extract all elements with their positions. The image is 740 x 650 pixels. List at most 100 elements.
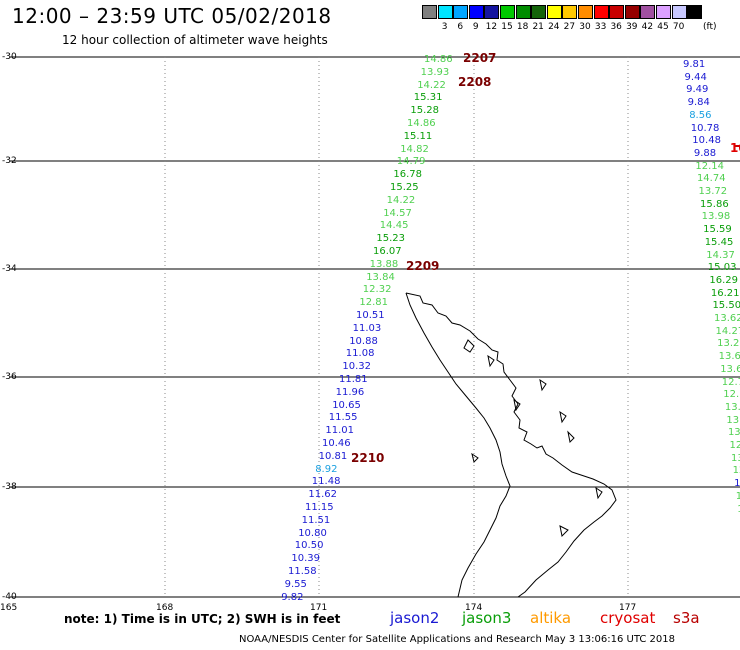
- map-title: 12:00 – 23:59 UTC 05/02/2018: [12, 4, 332, 28]
- wave-height-value: 11.15: [305, 502, 334, 513]
- wave-height-value: 10.65: [332, 399, 361, 411]
- wave-height-value: 12.: [737, 504, 740, 515]
- wave-height-value: 11.96: [335, 386, 365, 398]
- legend-swatch: [593, 5, 609, 19]
- wave-height-value: 13: [731, 452, 740, 464]
- legend-swatch: [453, 5, 469, 19]
- legend-swatch: [468, 5, 484, 19]
- wave-height-value: 14.79: [396, 156, 426, 168]
- lon-label: 168: [156, 603, 174, 613]
- satellite-name: jason2: [390, 609, 440, 627]
- wave-height-value: 11.81: [339, 374, 368, 385]
- legend-label: 39: [626, 22, 638, 32]
- lat-label: -36: [2, 372, 17, 382]
- wave-height-value: 13.: [727, 427, 740, 439]
- wave-height-value: 9.82: [281, 591, 304, 603]
- legend-label: 15: [501, 22, 513, 32]
- wave-height-value: 10.48: [692, 135, 721, 147]
- legend-label: 6: [457, 22, 464, 32]
- wave-height-value: 11.01: [325, 425, 355, 437]
- wave-height-value: 15.31: [413, 92, 443, 104]
- footer-note: note: 1) Time is in UTC; 2) SWH is in fe…: [64, 612, 341, 626]
- wave-height-value: 9.44: [684, 71, 707, 83]
- legend-swatch: [656, 5, 671, 19]
- legend-swatch: [640, 5, 656, 19]
- legend-swatch: [437, 5, 453, 19]
- legend-label: 45: [657, 22, 669, 32]
- legend-label: 33: [594, 22, 607, 32]
- wave-height-value: 10.80: [298, 527, 327, 539]
- wave-height-value: 11.55: [328, 412, 358, 424]
- legend-swatch: [484, 5, 500, 19]
- legend-swatch: [687, 5, 703, 19]
- wave-height-value: 12.32: [362, 284, 392, 296]
- wave-height-value: 13.84: [366, 271, 395, 283]
- wave-height-value: 14.86: [424, 54, 453, 65]
- wave-height-value: 16.21: [710, 287, 740, 299]
- wave-height-value: 13.62: [714, 313, 740, 324]
- wave-height-value: 12.: [732, 465, 740, 477]
- wave-height-value: 14.37: [706, 249, 735, 261]
- wave-height-value: 15.03: [707, 262, 737, 274]
- wave-height-value: 9.81: [683, 59, 706, 70]
- legend-label: 12: [485, 22, 498, 32]
- wave-height-value: 9.55: [284, 578, 307, 590]
- legend-swatch: [546, 5, 562, 19]
- wave-height-value: 11.62: [308, 489, 338, 501]
- pass-time-label: 2208: [458, 75, 492, 89]
- legend-unit: (ft): [703, 22, 717, 32]
- legend-swatch: [562, 5, 578, 19]
- wave-height-value: 10.88: [349, 335, 378, 347]
- wave-height-value: 15.50: [712, 300, 740, 312]
- wave-height-value: 15.23: [376, 233, 406, 245]
- wave-height-value: 10.46: [322, 438, 351, 449]
- wave-height-value: 13.66: [720, 363, 740, 375]
- wave-height-value: 14.22: [417, 79, 446, 91]
- wave-height-value: 15.86: [700, 198, 729, 210]
- lon-gridlines: [164, 57, 629, 597]
- wave-height-value: 12.14: [695, 160, 725, 172]
- wave-height-value: 10.50: [294, 540, 324, 552]
- wave-height-value: 11.51: [301, 514, 331, 526]
- wave-height-value: 14.82: [400, 143, 429, 155]
- wave-height-value: 8.56: [689, 109, 712, 121]
- lat-label: -32: [2, 156, 17, 166]
- lat-label: -38: [2, 482, 17, 492]
- wave-height-value: 12.: [729, 440, 740, 451]
- lon-label: 174: [465, 603, 483, 613]
- wave-height-value: 15.59: [703, 224, 732, 236]
- legend-label: 70: [672, 22, 685, 32]
- wave-height-value: 13.27: [717, 338, 740, 350]
- wave-height-value: 10.81: [318, 450, 348, 462]
- wave-height-value: 16.07: [373, 246, 402, 257]
- wave-height-value: 10.32: [342, 361, 372, 373]
- legend-swatch: [531, 5, 547, 19]
- wave-height-value: 13.72: [698, 186, 728, 197]
- wave-height-value: 13.88: [369, 258, 399, 270]
- lat-gridlines: [10, 56, 740, 598]
- wave-height-value: 14.74: [696, 173, 726, 185]
- legend-label: 18: [516, 22, 529, 32]
- lon-label: 165: [0, 603, 18, 613]
- legend-swatch: [671, 5, 687, 19]
- wave-height-value: 15.45: [704, 236, 734, 248]
- pass-time-label: 2210: [351, 451, 385, 465]
- legend-swatch: [500, 5, 515, 19]
- satellite-name: altika: [530, 609, 572, 627]
- wave-height-value: 12.75: [721, 376, 740, 388]
- legend-label: 9: [472, 22, 479, 32]
- wave-height-value: 11.: [734, 478, 740, 490]
- wave-height-value: 11.58: [288, 566, 317, 577]
- wave-height-value: 12.5: [723, 389, 740, 401]
- edge-time-label: 10: [730, 141, 740, 155]
- legend-swatch: [422, 5, 437, 19]
- wave-height-value: 10.39: [291, 553, 321, 565]
- wave-height-value: 15.28: [410, 105, 440, 117]
- lat-label: -34: [2, 264, 17, 274]
- wave-height-value: 14.27: [715, 325, 740, 337]
- wave-height-value: 13.69: [718, 351, 740, 363]
- satellite-name: jason3: [462, 609, 512, 627]
- wave-height-value: 13.98: [701, 211, 731, 223]
- wave-height-value: 16.78: [393, 169, 423, 181]
